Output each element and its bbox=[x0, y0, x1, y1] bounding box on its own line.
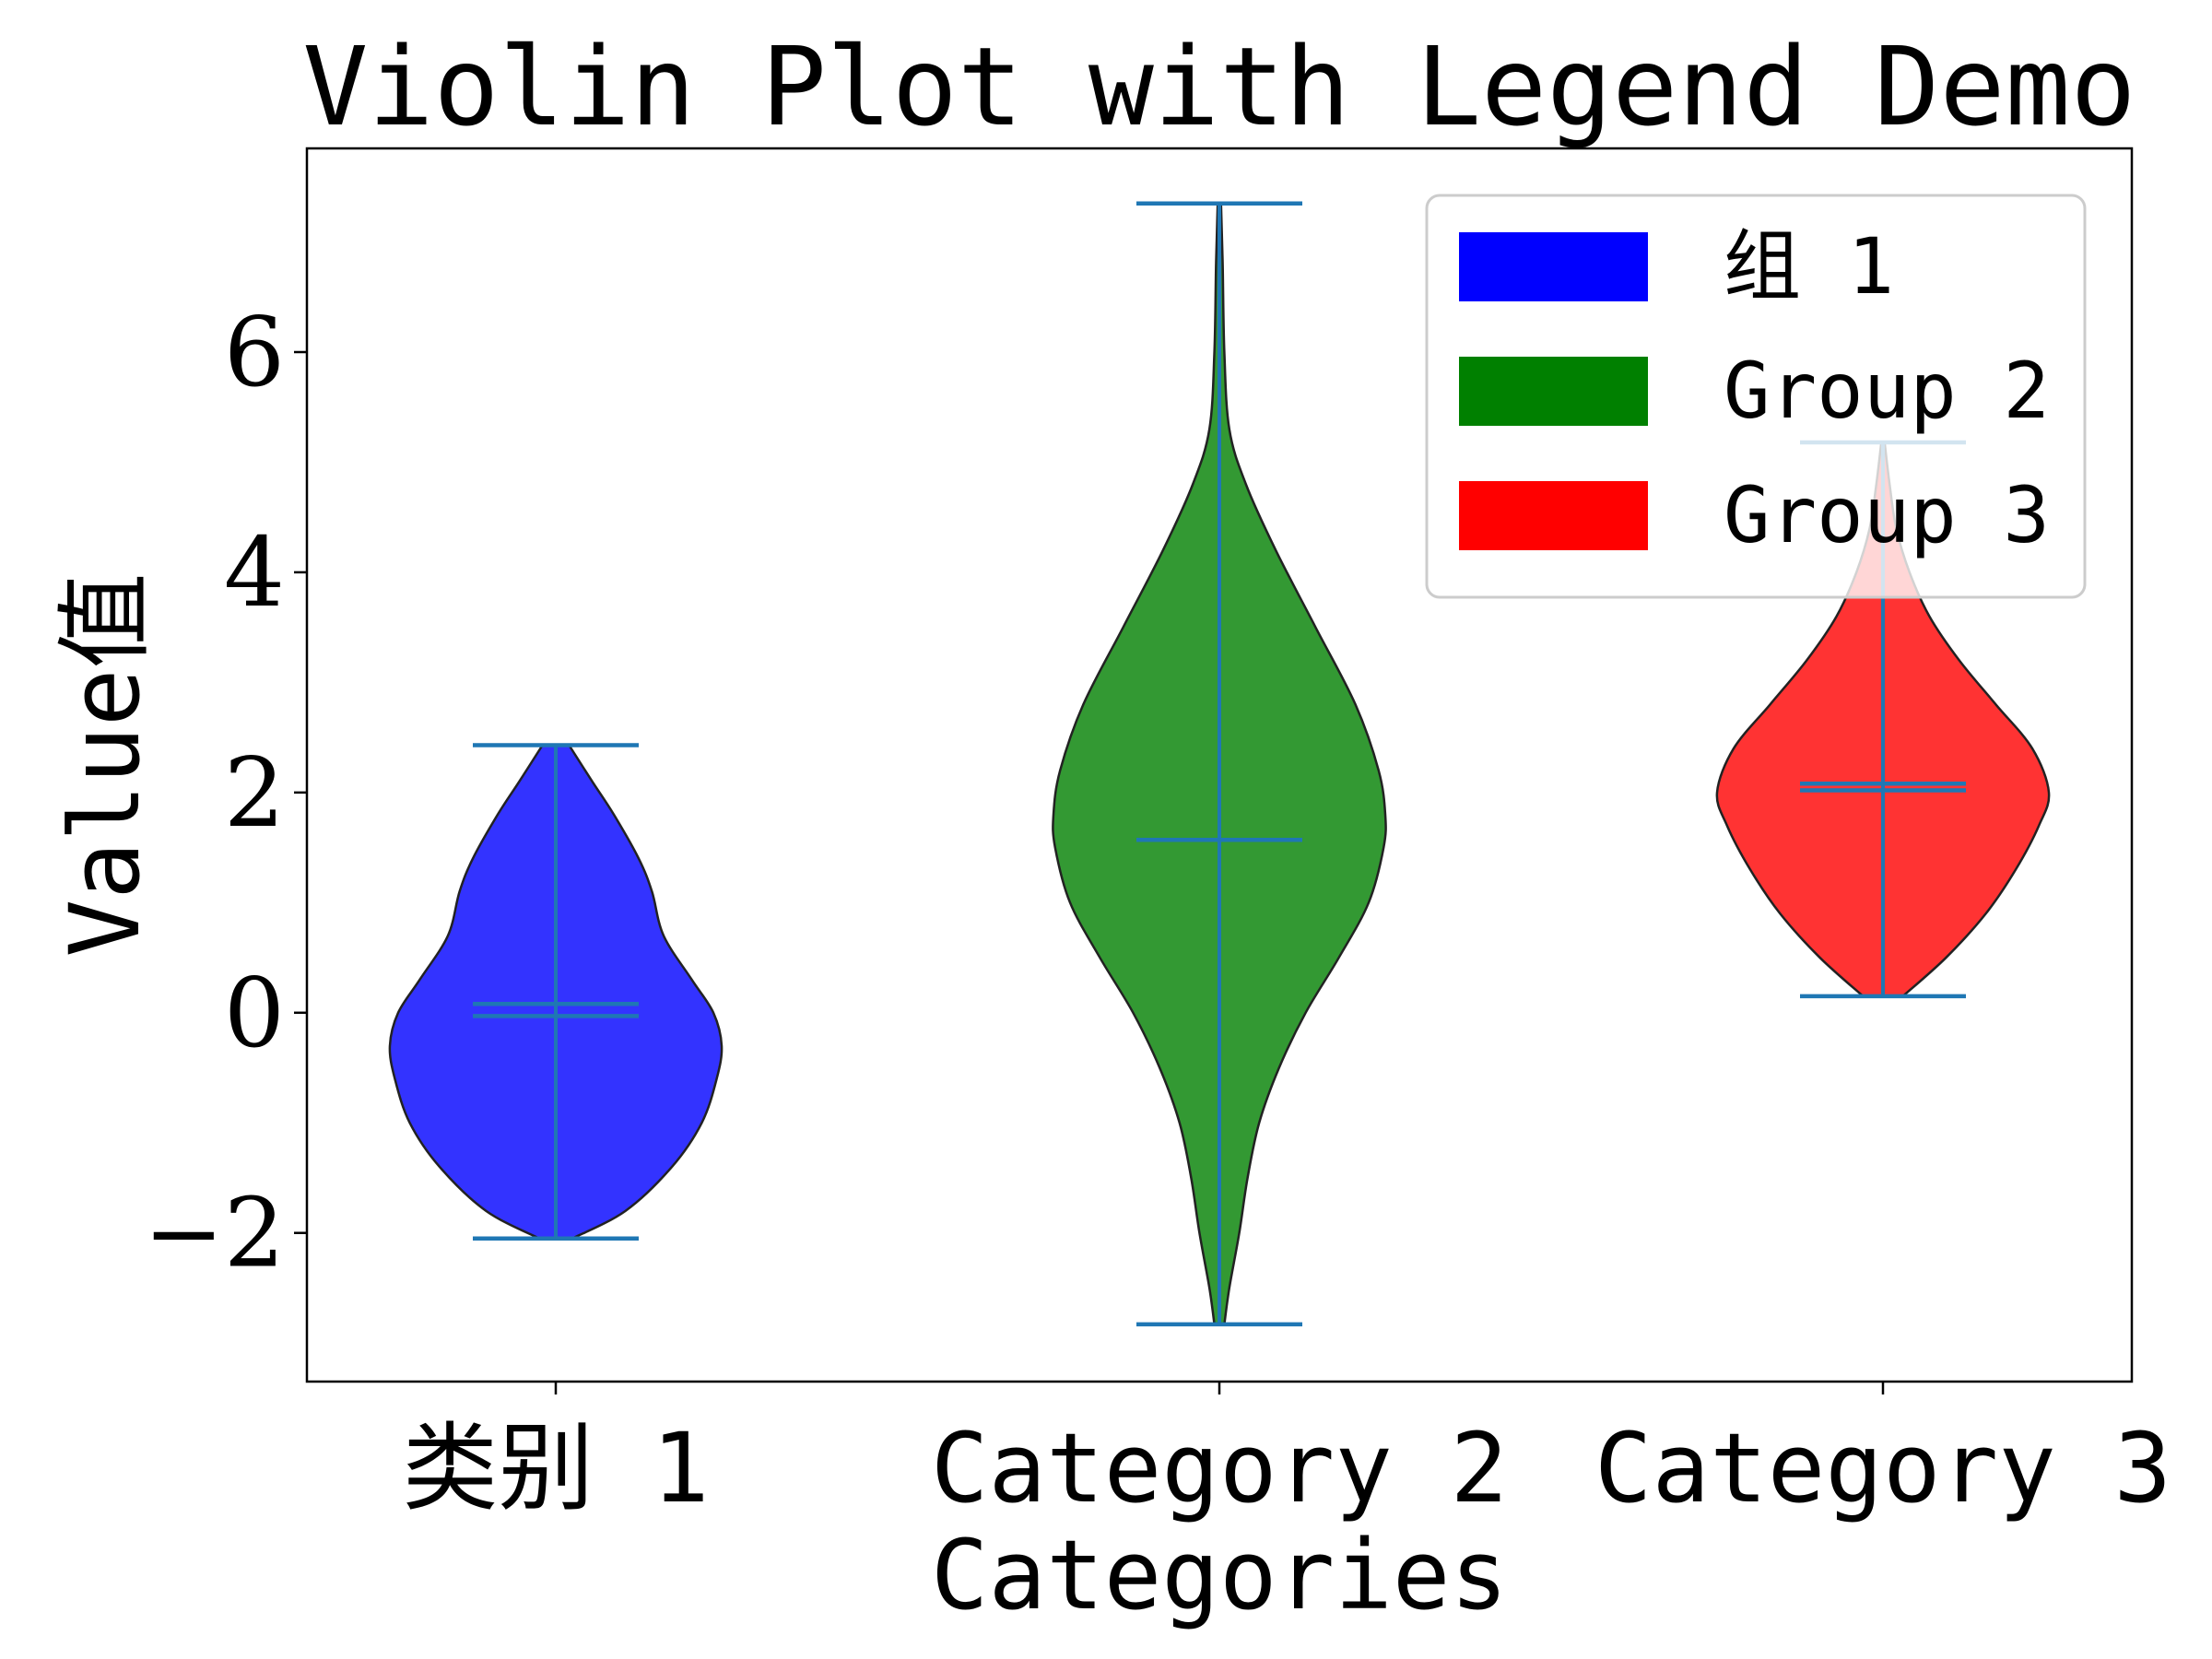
y-tick-label-2: 2 bbox=[224, 736, 285, 849]
legend-swatch-2 bbox=[1459, 357, 1648, 426]
x-axis: 类别 1 Category 2 Category 3 bbox=[402, 1382, 2171, 1524]
violin-group-1 bbox=[388, 743, 724, 1241]
x-tick-label-2: Category 2 bbox=[931, 1412, 1508, 1524]
x-axis-label: Categories bbox=[931, 1519, 1508, 1631]
y-tick-label-0: 0 bbox=[224, 957, 285, 1069]
legend-swatch-1 bbox=[1459, 232, 1648, 301]
legend-label-2: Group 2 bbox=[1724, 346, 2050, 436]
legend-swatch-3 bbox=[1459, 481, 1648, 550]
y-tick-label-4: 4 bbox=[224, 516, 285, 629]
y-axis: −2 0 2 4 6 bbox=[144, 296, 307, 1289]
x-tick-label-3: Category 3 bbox=[1594, 1412, 2171, 1524]
x-tick-label-1: 类别 1 bbox=[402, 1412, 709, 1524]
y-tick-label-6: 6 bbox=[224, 296, 285, 408]
y-axis-label: Value值 bbox=[49, 572, 161, 957]
legend-label-3: Group 3 bbox=[1724, 470, 2050, 560]
legend-label-1: 组 1 bbox=[1724, 221, 1894, 312]
plot-area bbox=[388, 201, 2051, 1327]
y-tick-label--2: −2 bbox=[144, 1177, 285, 1289]
violin-group-2 bbox=[1052, 201, 1387, 1327]
legend: 组 1 Group 2 Group 3 bbox=[1425, 194, 2087, 599]
chart-title: Violin Plot with Legend Demo bbox=[302, 23, 2136, 150]
